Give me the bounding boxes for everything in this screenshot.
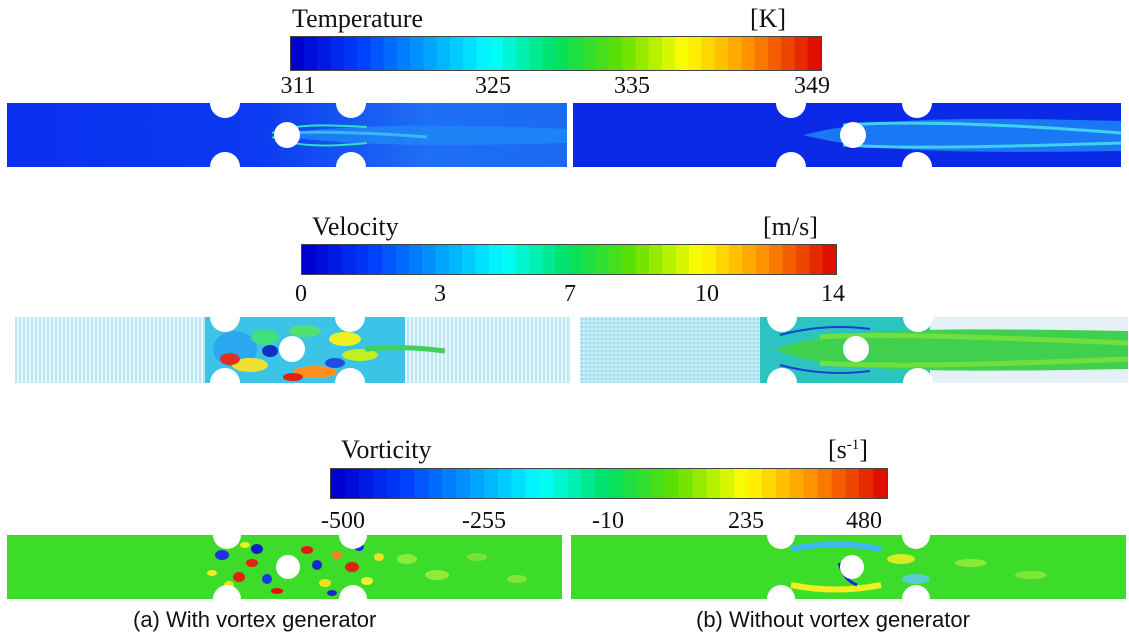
colorbar-tick: 10 <box>695 282 719 306</box>
colorbar-tick: 311 <box>280 74 315 98</box>
colorbar-tick: 7 <box>564 282 576 306</box>
colorbar-tick: 235 <box>728 509 764 533</box>
colorbar-tick: 0 <box>295 282 307 306</box>
colorbar-tick: 480 <box>846 509 882 533</box>
velocity-field-without-vg <box>580 317 1128 383</box>
temperature-field-without-vg <box>573 103 1129 167</box>
colorbar-tick: 335 <box>614 74 650 98</box>
colorbar-tick: -255 <box>462 509 506 533</box>
colorbar-tick: -10 <box>592 509 624 533</box>
colorbar-tick: -500 <box>321 509 365 533</box>
colorbar-tick: 14 <box>821 282 845 306</box>
colorbar-tick: 3 <box>434 282 446 306</box>
temperature-field-with-vg <box>7 103 567 167</box>
colorbar-title: Velocity <box>312 214 399 240</box>
colorbar-title: Temperature <box>292 6 423 32</box>
colorbar-tick: 325 <box>475 74 511 98</box>
vorticity-field-without-vg <box>571 535 1126 599</box>
colorbar-gradient <box>301 244 837 275</box>
vorticity-field-with-vg <box>7 535 562 599</box>
velocity-field-with-vg <box>15 317 571 383</box>
colorbar-tick: 349 <box>794 74 830 98</box>
colorbar-unit: [m/s] <box>763 214 818 240</box>
colorbar-gradient <box>330 468 888 499</box>
caption-without-vortex-generator: (b) Without vortex generator <box>696 608 970 632</box>
colorbar-gradient <box>290 36 822 71</box>
caption-with-vortex-generator: (a) With vortex generator <box>133 608 376 632</box>
colorbar-title: Vorticity <box>341 437 432 463</box>
colorbar-unit: [s-1] <box>828 437 868 463</box>
colorbar-unit: [K] <box>750 6 786 32</box>
